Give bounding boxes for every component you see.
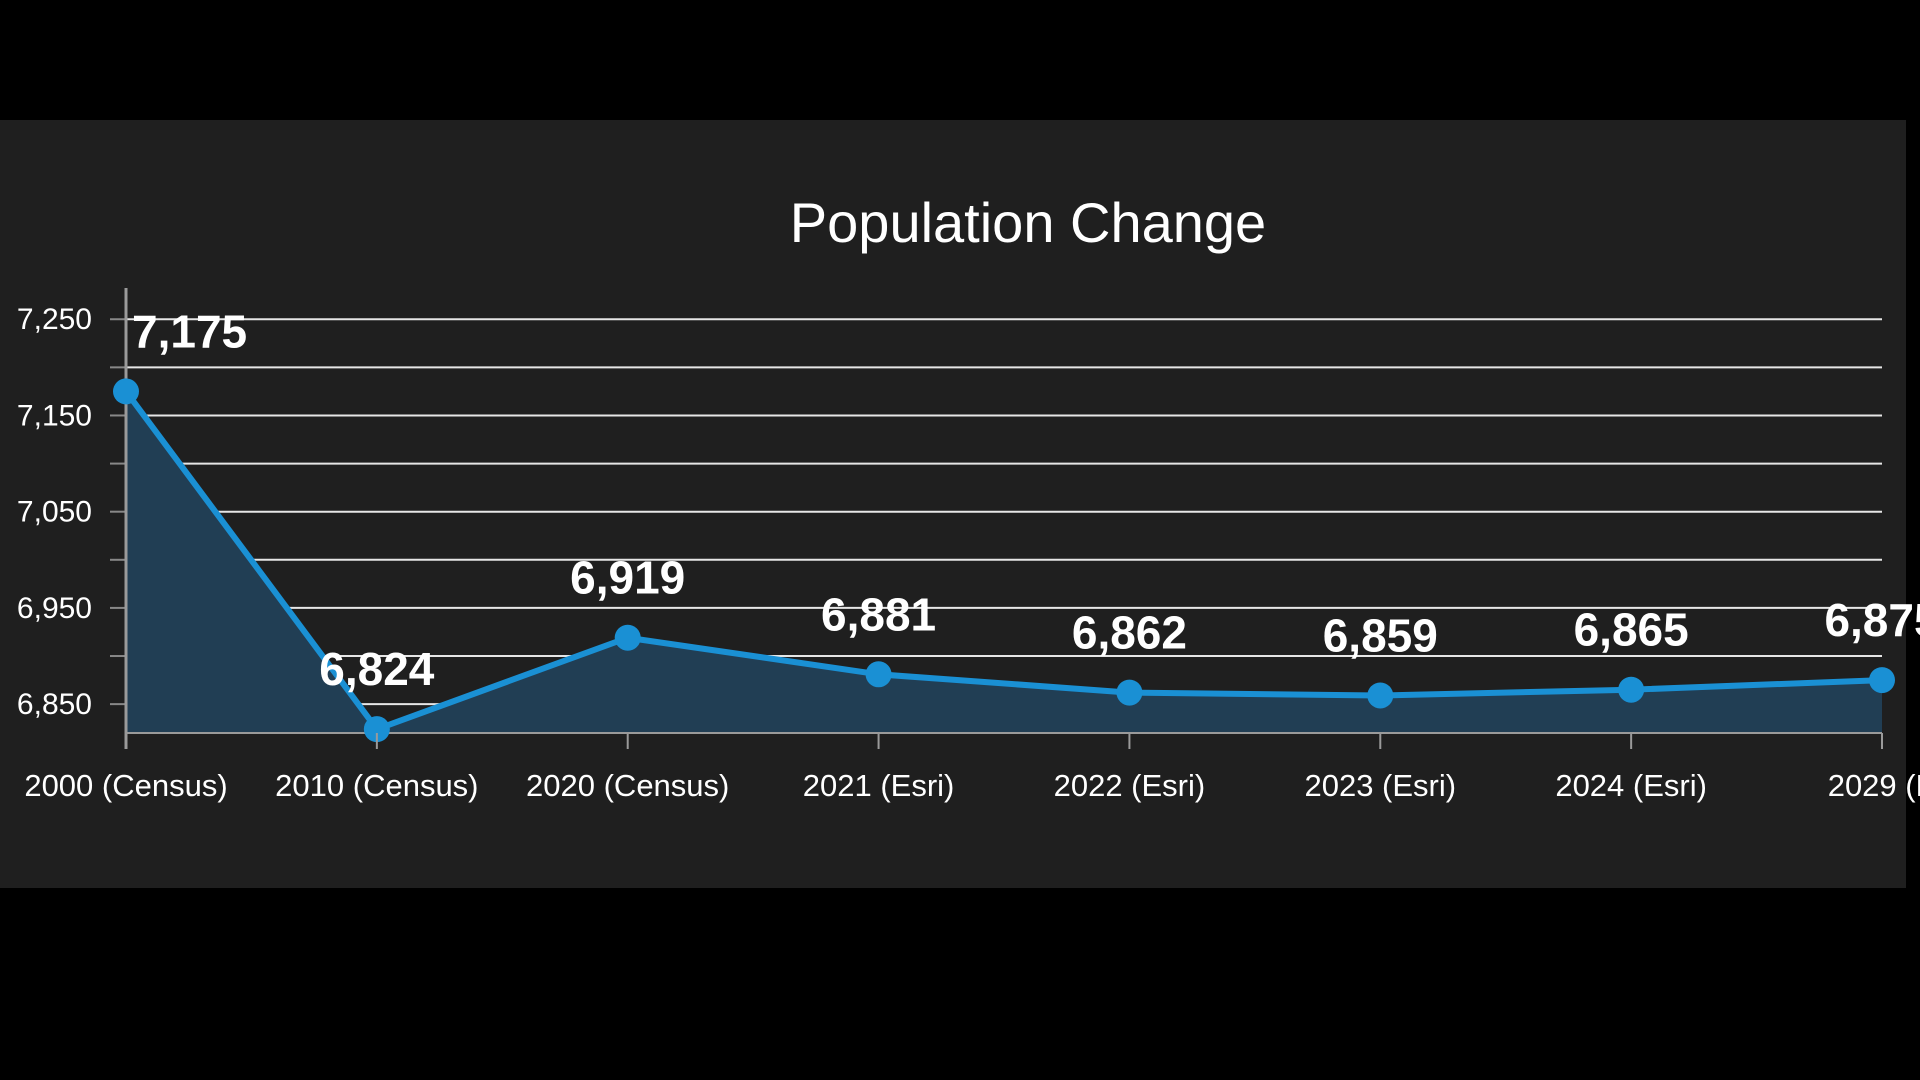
x-tick-label: 2020 (Census): [526, 768, 729, 803]
data-point: [1116, 679, 1143, 706]
data-label: 6,919: [570, 552, 685, 604]
x-tick-label: 2022 (Esri): [1054, 768, 1206, 803]
y-tick-label: 7,150: [17, 399, 92, 432]
y-tick-label: 7,050: [17, 496, 92, 529]
data-label: 7,175: [132, 305, 247, 357]
data-label: 6,875: [1824, 594, 1920, 646]
x-tick-label: 2029 (E: [1828, 768, 1920, 803]
y-tick-label: 7,250: [17, 303, 92, 336]
x-tick-label: 2024 (Esri): [1555, 768, 1707, 803]
data-label: 6,862: [1072, 607, 1187, 659]
y-tick-label: 6,950: [17, 592, 92, 625]
area-fill: [126, 391, 1882, 733]
series-line: [123, 389, 1883, 733]
data-point: [865, 661, 892, 688]
y-tick-label: 6,850: [17, 688, 92, 721]
data-point: [1367, 682, 1394, 709]
chart-panel: [0, 120, 1906, 888]
x-tick-label: 2000 (Census): [24, 768, 227, 803]
data-point: [1618, 676, 1645, 703]
chart-title: Population Change: [789, 191, 1267, 254]
data-point: [614, 624, 641, 651]
data-point: [363, 716, 390, 743]
x-tick-label: 2010 (Census): [275, 768, 478, 803]
data-label: 6,859: [1323, 609, 1438, 661]
data-point: [1869, 667, 1895, 694]
data-label: 6,865: [1574, 604, 1689, 656]
data-label: 6,881: [821, 588, 936, 640]
data-label: 6,824: [319, 643, 435, 695]
data-point: [113, 378, 139, 405]
x-tick-label: 2021 (Esri): [803, 768, 955, 803]
x-tick-label: 2023 (Esri): [1304, 768, 1456, 803]
